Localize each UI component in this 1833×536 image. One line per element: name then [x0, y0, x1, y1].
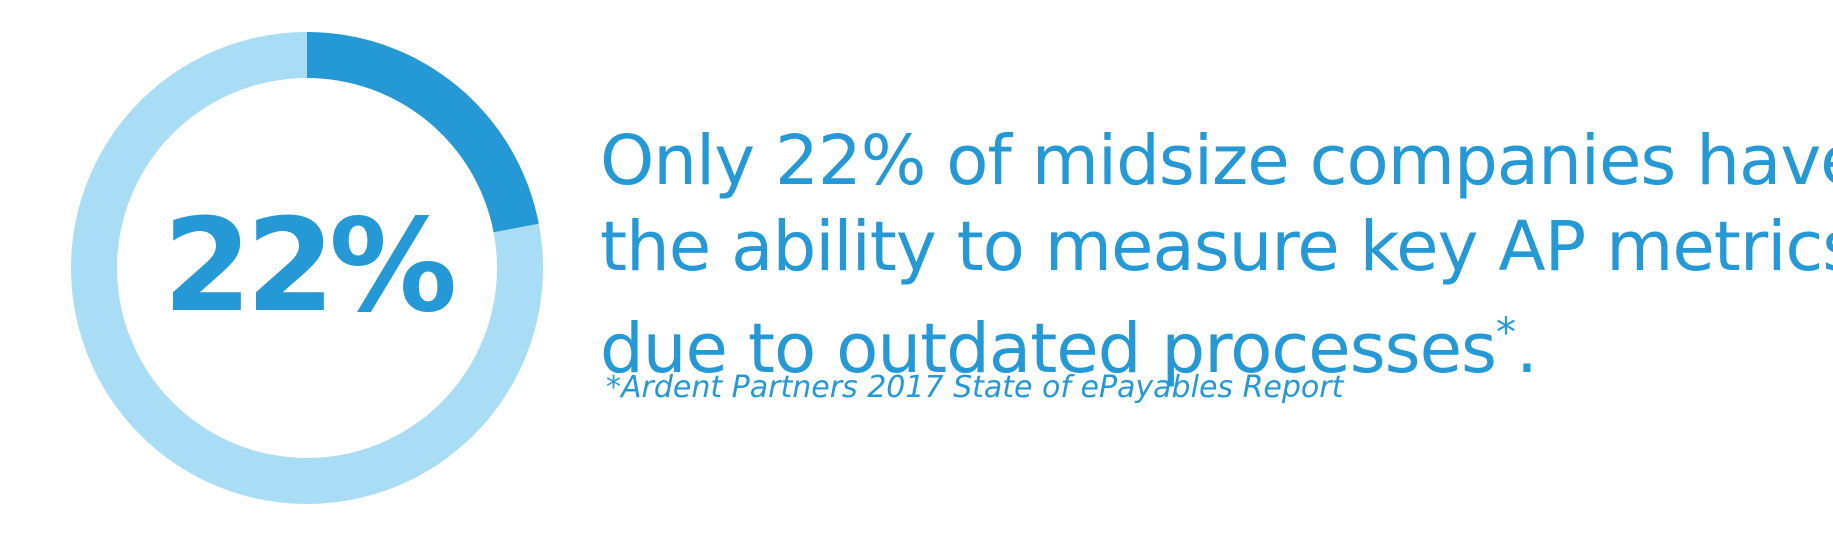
statement-line-1: Only 22% of midsize companies have	[600, 121, 1833, 201]
statement-period: .	[1516, 309, 1538, 389]
footnote-marker: *	[1496, 310, 1516, 356]
statement-line-3: due to outdated processes*.	[600, 290, 1820, 392]
donut-slices	[70, 31, 543, 504]
statement-line-2: the ability to measure key AP metrics	[600, 207, 1833, 287]
statement-text: Only 22% of midsize companies have the a…	[600, 118, 1833, 392]
donut-slice-highlight	[307, 32, 539, 233]
source-citation: *Ardent Partners 2017 State of ePayables…	[606, 370, 1344, 405]
center-percentage-label: 22%	[163, 192, 454, 341]
statement-line-3-text: due to outdated processes	[600, 309, 1497, 389]
